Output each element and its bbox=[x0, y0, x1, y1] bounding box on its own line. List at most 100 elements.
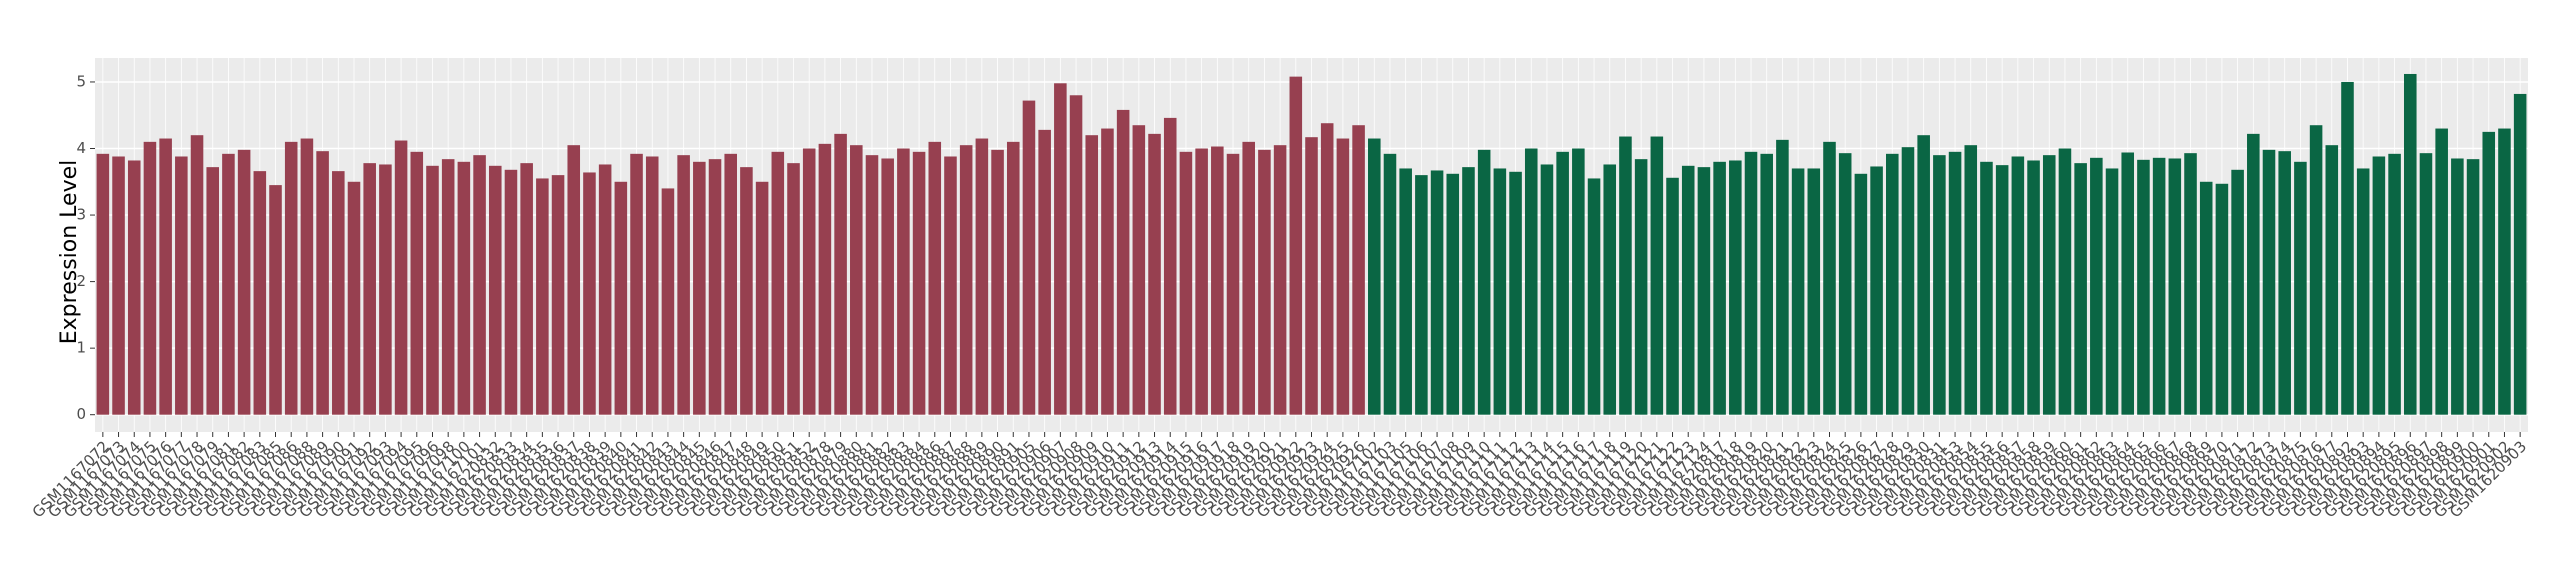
bar bbox=[1540, 164, 1554, 415]
bar bbox=[2042, 155, 2056, 415]
bar bbox=[2498, 128, 2511, 415]
bar bbox=[1729, 160, 1742, 415]
bar bbox=[1744, 151, 1758, 415]
bar bbox=[426, 165, 439, 415]
bar bbox=[1116, 109, 1130, 415]
bar bbox=[1493, 168, 1507, 415]
bar bbox=[1791, 168, 1805, 415]
bar bbox=[645, 156, 659, 415]
bar bbox=[1211, 146, 1224, 415]
bar bbox=[2011, 156, 2025, 415]
bar bbox=[1289, 76, 1303, 415]
bar bbox=[112, 156, 125, 415]
bar bbox=[269, 185, 282, 415]
bar bbox=[1933, 155, 1946, 415]
bar bbox=[1179, 151, 1193, 415]
bar bbox=[708, 159, 722, 415]
bar bbox=[865, 155, 879, 415]
y-tick-label: 1 bbox=[76, 339, 86, 357]
bar bbox=[2184, 153, 2197, 415]
bar bbox=[1101, 128, 1114, 415]
bar bbox=[2356, 168, 2370, 415]
bar bbox=[598, 164, 612, 415]
bar bbox=[2215, 183, 2229, 415]
bar bbox=[1352, 125, 1365, 415]
bar bbox=[818, 143, 832, 415]
bar bbox=[1556, 151, 1569, 415]
bar bbox=[1054, 83, 1067, 415]
bar bbox=[614, 181, 628, 415]
bar bbox=[410, 151, 424, 415]
bar bbox=[1634, 159, 1648, 415]
bar bbox=[2451, 158, 2464, 415]
bar bbox=[1854, 173, 1868, 415]
bar bbox=[1006, 141, 1020, 415]
y-axis-title: Expression Level bbox=[57, 160, 82, 345]
bar bbox=[1085, 135, 1099, 415]
bar bbox=[2341, 81, 2354, 415]
bar bbox=[724, 153, 737, 415]
bar bbox=[127, 160, 141, 415]
bar bbox=[740, 167, 753, 415]
bar bbox=[159, 138, 172, 415]
bar bbox=[583, 172, 596, 415]
bar bbox=[755, 181, 769, 415]
bar bbox=[1572, 148, 1585, 415]
bar bbox=[1619, 136, 1632, 415]
bar bbox=[143, 141, 157, 415]
bar bbox=[850, 145, 863, 415]
bar bbox=[1462, 167, 1475, 415]
bar bbox=[2137, 159, 2150, 415]
bar bbox=[1430, 170, 1444, 415]
bar bbox=[1226, 153, 1240, 415]
y-tick-label: 2 bbox=[76, 272, 86, 290]
bar bbox=[1713, 161, 1726, 415]
bar bbox=[1681, 165, 1695, 415]
bar bbox=[1980, 161, 1993, 415]
y-tick-label: 4 bbox=[76, 139, 86, 157]
bar bbox=[897, 148, 910, 415]
bar bbox=[2435, 128, 2448, 415]
bar bbox=[2090, 157, 2103, 415]
bar bbox=[1399, 168, 1412, 415]
bar bbox=[1870, 166, 1883, 415]
bar bbox=[1823, 141, 1836, 415]
bar bbox=[959, 145, 973, 415]
bar bbox=[2513, 93, 2527, 415]
bar bbox=[536, 178, 549, 415]
bar bbox=[881, 158, 894, 415]
bar bbox=[1995, 165, 2009, 415]
bar bbox=[237, 149, 251, 415]
bar bbox=[2325, 145, 2339, 415]
bar bbox=[347, 181, 361, 415]
bar bbox=[441, 159, 455, 415]
bar bbox=[1650, 136, 1664, 415]
bar bbox=[1603, 164, 1617, 415]
bar bbox=[2168, 158, 2182, 415]
bar bbox=[316, 151, 329, 415]
bar bbox=[2231, 169, 2244, 415]
bar bbox=[1132, 125, 1146, 415]
bar bbox=[1415, 175, 1428, 415]
bar bbox=[677, 155, 690, 415]
bar bbox=[2027, 160, 2040, 415]
bar bbox=[2419, 153, 2433, 415]
bar bbox=[2388, 153, 2401, 415]
bar bbox=[2262, 149, 2276, 415]
bar bbox=[1273, 145, 1287, 415]
bar bbox=[2294, 161, 2307, 415]
bar bbox=[284, 141, 298, 415]
bar bbox=[1383, 153, 1397, 415]
bar bbox=[661, 188, 675, 415]
bar bbox=[1477, 149, 1491, 415]
bar bbox=[190, 135, 204, 415]
bar bbox=[1807, 168, 1821, 415]
bar bbox=[1666, 177, 1679, 415]
bar bbox=[1368, 138, 1381, 415]
bar bbox=[1148, 133, 1161, 415]
bar bbox=[975, 138, 989, 415]
bar bbox=[912, 151, 926, 415]
bar bbox=[363, 163, 376, 415]
bar bbox=[1917, 135, 1930, 415]
